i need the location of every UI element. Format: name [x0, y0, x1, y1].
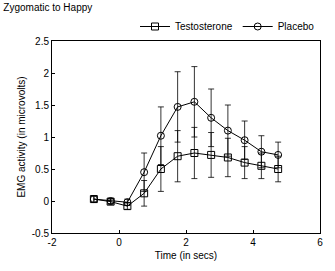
svg-text:1.5: 1.5 — [35, 100, 49, 111]
svg-text:0: 0 — [43, 196, 49, 207]
svg-text:-0.5: -0.5 — [32, 228, 50, 239]
svg-text:Testosterone: Testosterone — [175, 21, 233, 32]
svg-text:1: 1 — [43, 132, 49, 143]
svg-text:Time (in secs): Time (in secs) — [155, 250, 217, 261]
svg-text:0: 0 — [116, 237, 122, 248]
svg-text:2: 2 — [43, 68, 49, 79]
svg-text:Placebo: Placebo — [278, 21, 315, 32]
svg-text:4: 4 — [250, 237, 256, 248]
svg-text:Zygomatic to Happy: Zygomatic to Happy — [3, 2, 92, 13]
svg-text:2.5: 2.5 — [35, 36, 49, 47]
svg-text:2: 2 — [183, 237, 189, 248]
svg-text:-2: -2 — [48, 237, 57, 248]
svg-text:6: 6 — [317, 237, 323, 248]
svg-text:EMG activity (in microvolts): EMG activity (in microvolts) — [16, 76, 27, 197]
svg-text:0.5: 0.5 — [35, 164, 49, 175]
